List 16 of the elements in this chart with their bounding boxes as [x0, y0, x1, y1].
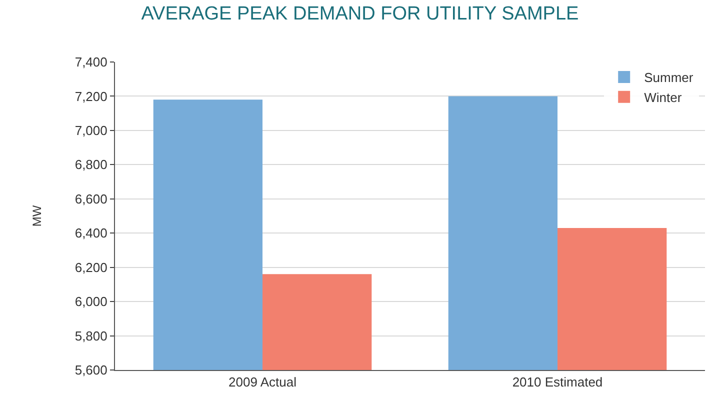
y-tick-label: 7,200	[74, 88, 108, 104]
y-tick-label: 5,600	[74, 362, 108, 378]
x-tick-label: 2010 Estimated	[512, 374, 603, 390]
legend-label: Winter	[644, 90, 682, 105]
y-tick-label: 6,200	[74, 260, 108, 275]
chart-title: AVERAGE PEAK DEMAND FOR UTILITY SAMPLE	[141, 3, 579, 24]
y-axis-title: MW	[30, 204, 44, 227]
y-tick-label: 7,400	[74, 54, 108, 70]
y-tick-label: 6,800	[74, 157, 108, 172]
y-tick-label: 6,400	[74, 226, 108, 241]
y-tick-label: 6,600	[74, 191, 108, 206]
x-tick-label: 2009 Actual	[228, 374, 297, 390]
y-tick-label: 5,800	[74, 328, 108, 344]
legend-label: Summer	[644, 70, 694, 86]
y-tick-label: 6,000	[74, 294, 108, 310]
y-tick-label: 7,000	[74, 122, 108, 138]
